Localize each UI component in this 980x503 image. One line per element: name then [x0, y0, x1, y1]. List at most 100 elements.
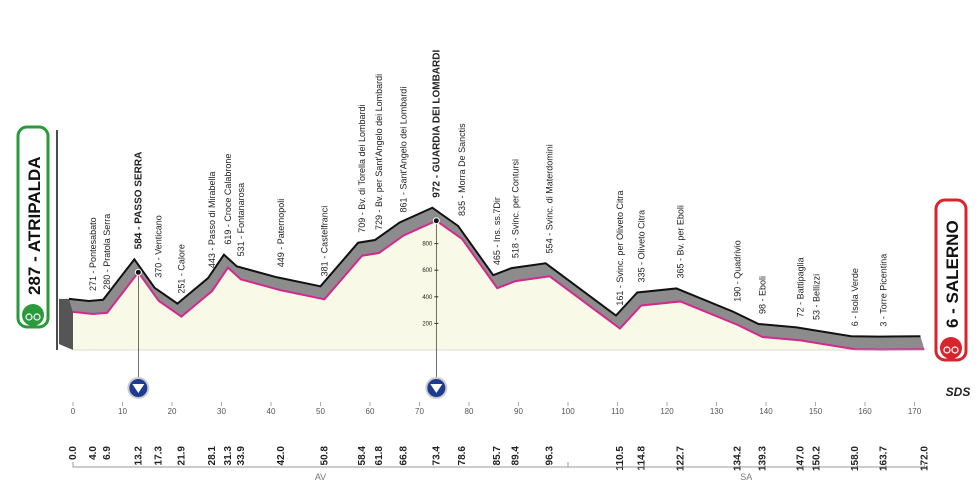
x-tick-label: 140 — [759, 407, 773, 416]
km-label: 158.0 — [850, 446, 861, 471]
x-tick-label: 100 — [561, 407, 575, 416]
y-tick-label: 200 — [422, 321, 433, 327]
x-tick-label: 20 — [168, 407, 177, 416]
town-badge — [934, 198, 968, 362]
km-label: 110.5 — [615, 446, 626, 471]
km-label: 21.9 — [176, 446, 187, 466]
town-label: 287 - ATRIPALDA — [25, 156, 44, 295]
x-tick-label: 0 — [71, 407, 76, 416]
x-tick-label: 60 — [366, 407, 375, 416]
town-icon-wheel — [951, 346, 959, 354]
x-tick-label: 150 — [809, 407, 823, 416]
x-tick-label: 50 — [316, 407, 325, 416]
town-icon-wheel — [33, 313, 41, 321]
x-tick-label: 170 — [908, 407, 922, 416]
km-label: 42.0 — [276, 446, 287, 466]
town-icon-wheel — [943, 346, 951, 354]
waypoint-label: 370 - Venticano — [154, 215, 164, 278]
x-tick-label: 30 — [217, 407, 226, 416]
waypoint-label: 531 - Fontanarosa — [236, 183, 246, 257]
km-label: 31.3 — [223, 446, 234, 466]
km-label: 17.3 — [154, 446, 165, 466]
x-tick-label: 10 — [118, 407, 127, 416]
km-label: 172.0 — [919, 446, 930, 471]
waypoint-label: 619 - Croce Calabrone — [223, 154, 233, 245]
waypoint-label: 729 - Bv. per Sant'Angelo dei Lombardi — [374, 74, 384, 230]
waypoint-label: 161 - Svinc. per Oliveto Citra — [615, 191, 625, 306]
waypoint-label: 861 - Sant'Angelo dei Lombardi — [399, 87, 409, 213]
region-label: AV — [315, 472, 326, 482]
waypoint-label: 835 - Morra De Sanctis — [457, 123, 467, 216]
km-label: 33.9 — [236, 446, 247, 466]
km-label: 78.6 — [457, 446, 468, 466]
waypoint-label: 271 - Pontesabato — [88, 217, 98, 291]
waypoint-label: 449 - Paternopoli — [276, 199, 286, 268]
km-label: 122.7 — [675, 446, 686, 471]
x-tick-label: 70 — [415, 407, 424, 416]
town-label: 6 - SALERNO — [943, 220, 962, 328]
x-tick-label: 120 — [660, 407, 674, 416]
x-tick-label: 90 — [514, 407, 523, 416]
town-icon-wheel — [25, 313, 33, 321]
km-label: 139.3 — [758, 446, 769, 471]
km-label: 6.9 — [102, 446, 113, 460]
summit-point — [134, 268, 142, 276]
waypoint-label: 518 - Svinc. per Contursi — [511, 159, 521, 258]
town-icon — [22, 304, 44, 326]
y-tick-label: 800 — [422, 242, 433, 248]
waypoint-label: 365 - Bv. per Eboli — [675, 205, 685, 278]
region-label: SA — [740, 472, 752, 482]
km-label: 73.4 — [431, 446, 442, 466]
waypoint-label: 584 - PASSO SERRA — [133, 152, 144, 250]
waypoint-label: 381 - Castelfranci — [319, 206, 329, 277]
waypoint-label: 972 - GUARDIA DEI LOMBARDI — [431, 50, 442, 198]
km-label: 4.0 — [88, 446, 99, 460]
km-label: 114.8 — [636, 446, 647, 471]
km-label: 147.0 — [796, 446, 807, 471]
km-label: 96.3 — [545, 446, 556, 466]
waypoint-label: 190 - Quadrivio — [732, 240, 742, 302]
km-label: 150.2 — [811, 446, 822, 471]
town-icon — [940, 337, 962, 359]
relief-band — [69, 207, 925, 350]
km-label: 134.2 — [732, 446, 743, 471]
km-label: 50.8 — [319, 446, 330, 466]
region-bracket — [567, 462, 925, 468]
waypoint-label: 53 - Bellizzi — [811, 274, 821, 320]
relief-edge — [68, 206, 921, 338]
y-tick-label: 400 — [422, 295, 433, 301]
waypoint-label: 72 - Battipaglia — [796, 257, 806, 317]
x-tick-label: 40 — [267, 407, 276, 416]
waypoint-label: 98 - Eboli — [758, 276, 768, 314]
profile-fill — [73, 220, 925, 350]
km-label: 61.8 — [374, 446, 385, 466]
waypoint-label: 280 - Pratola Serra — [102, 214, 112, 290]
km-label: 163.7 — [878, 446, 889, 471]
summit-point — [432, 217, 440, 225]
km-label: 13.2 — [133, 446, 144, 466]
waypoint-label: 335 - Oliveto Citra — [636, 210, 646, 283]
x-tick-label: 130 — [710, 407, 724, 416]
x-tick-label: 110 — [611, 407, 624, 416]
km-label: 85.7 — [492, 446, 503, 466]
waypoint-label: 554 - Svinc. di Materdomini — [545, 144, 555, 253]
km-label: 28.1 — [207, 446, 218, 466]
x-tick-label: 160 — [858, 407, 872, 416]
waypoint-label: 6 - Isola Verde — [850, 268, 860, 326]
km-label: 58.4 — [357, 446, 368, 466]
waypoint-label: 251 - Calore — [176, 244, 186, 294]
y-tick-label: 600 — [422, 268, 433, 274]
town-badge — [16, 125, 50, 329]
km-label: 66.8 — [399, 446, 410, 466]
km-label: 0.0 — [68, 446, 79, 460]
waypoint-label: 709 - Bv. di Torella dei Lombardi — [357, 104, 367, 232]
waypoint-label: 443 - Passo di Mirabella — [207, 172, 217, 269]
logo: SDS — [946, 385, 971, 399]
km-label: 89.4 — [511, 446, 522, 466]
waypoint-label: 465 - Ins. ss.7Dir — [492, 197, 502, 265]
summit-icon — [430, 384, 443, 393]
start-wall — [59, 298, 73, 350]
x-tick-label: 80 — [465, 407, 474, 416]
waypoint-label: 3 - Torre Picentina — [878, 254, 888, 327]
